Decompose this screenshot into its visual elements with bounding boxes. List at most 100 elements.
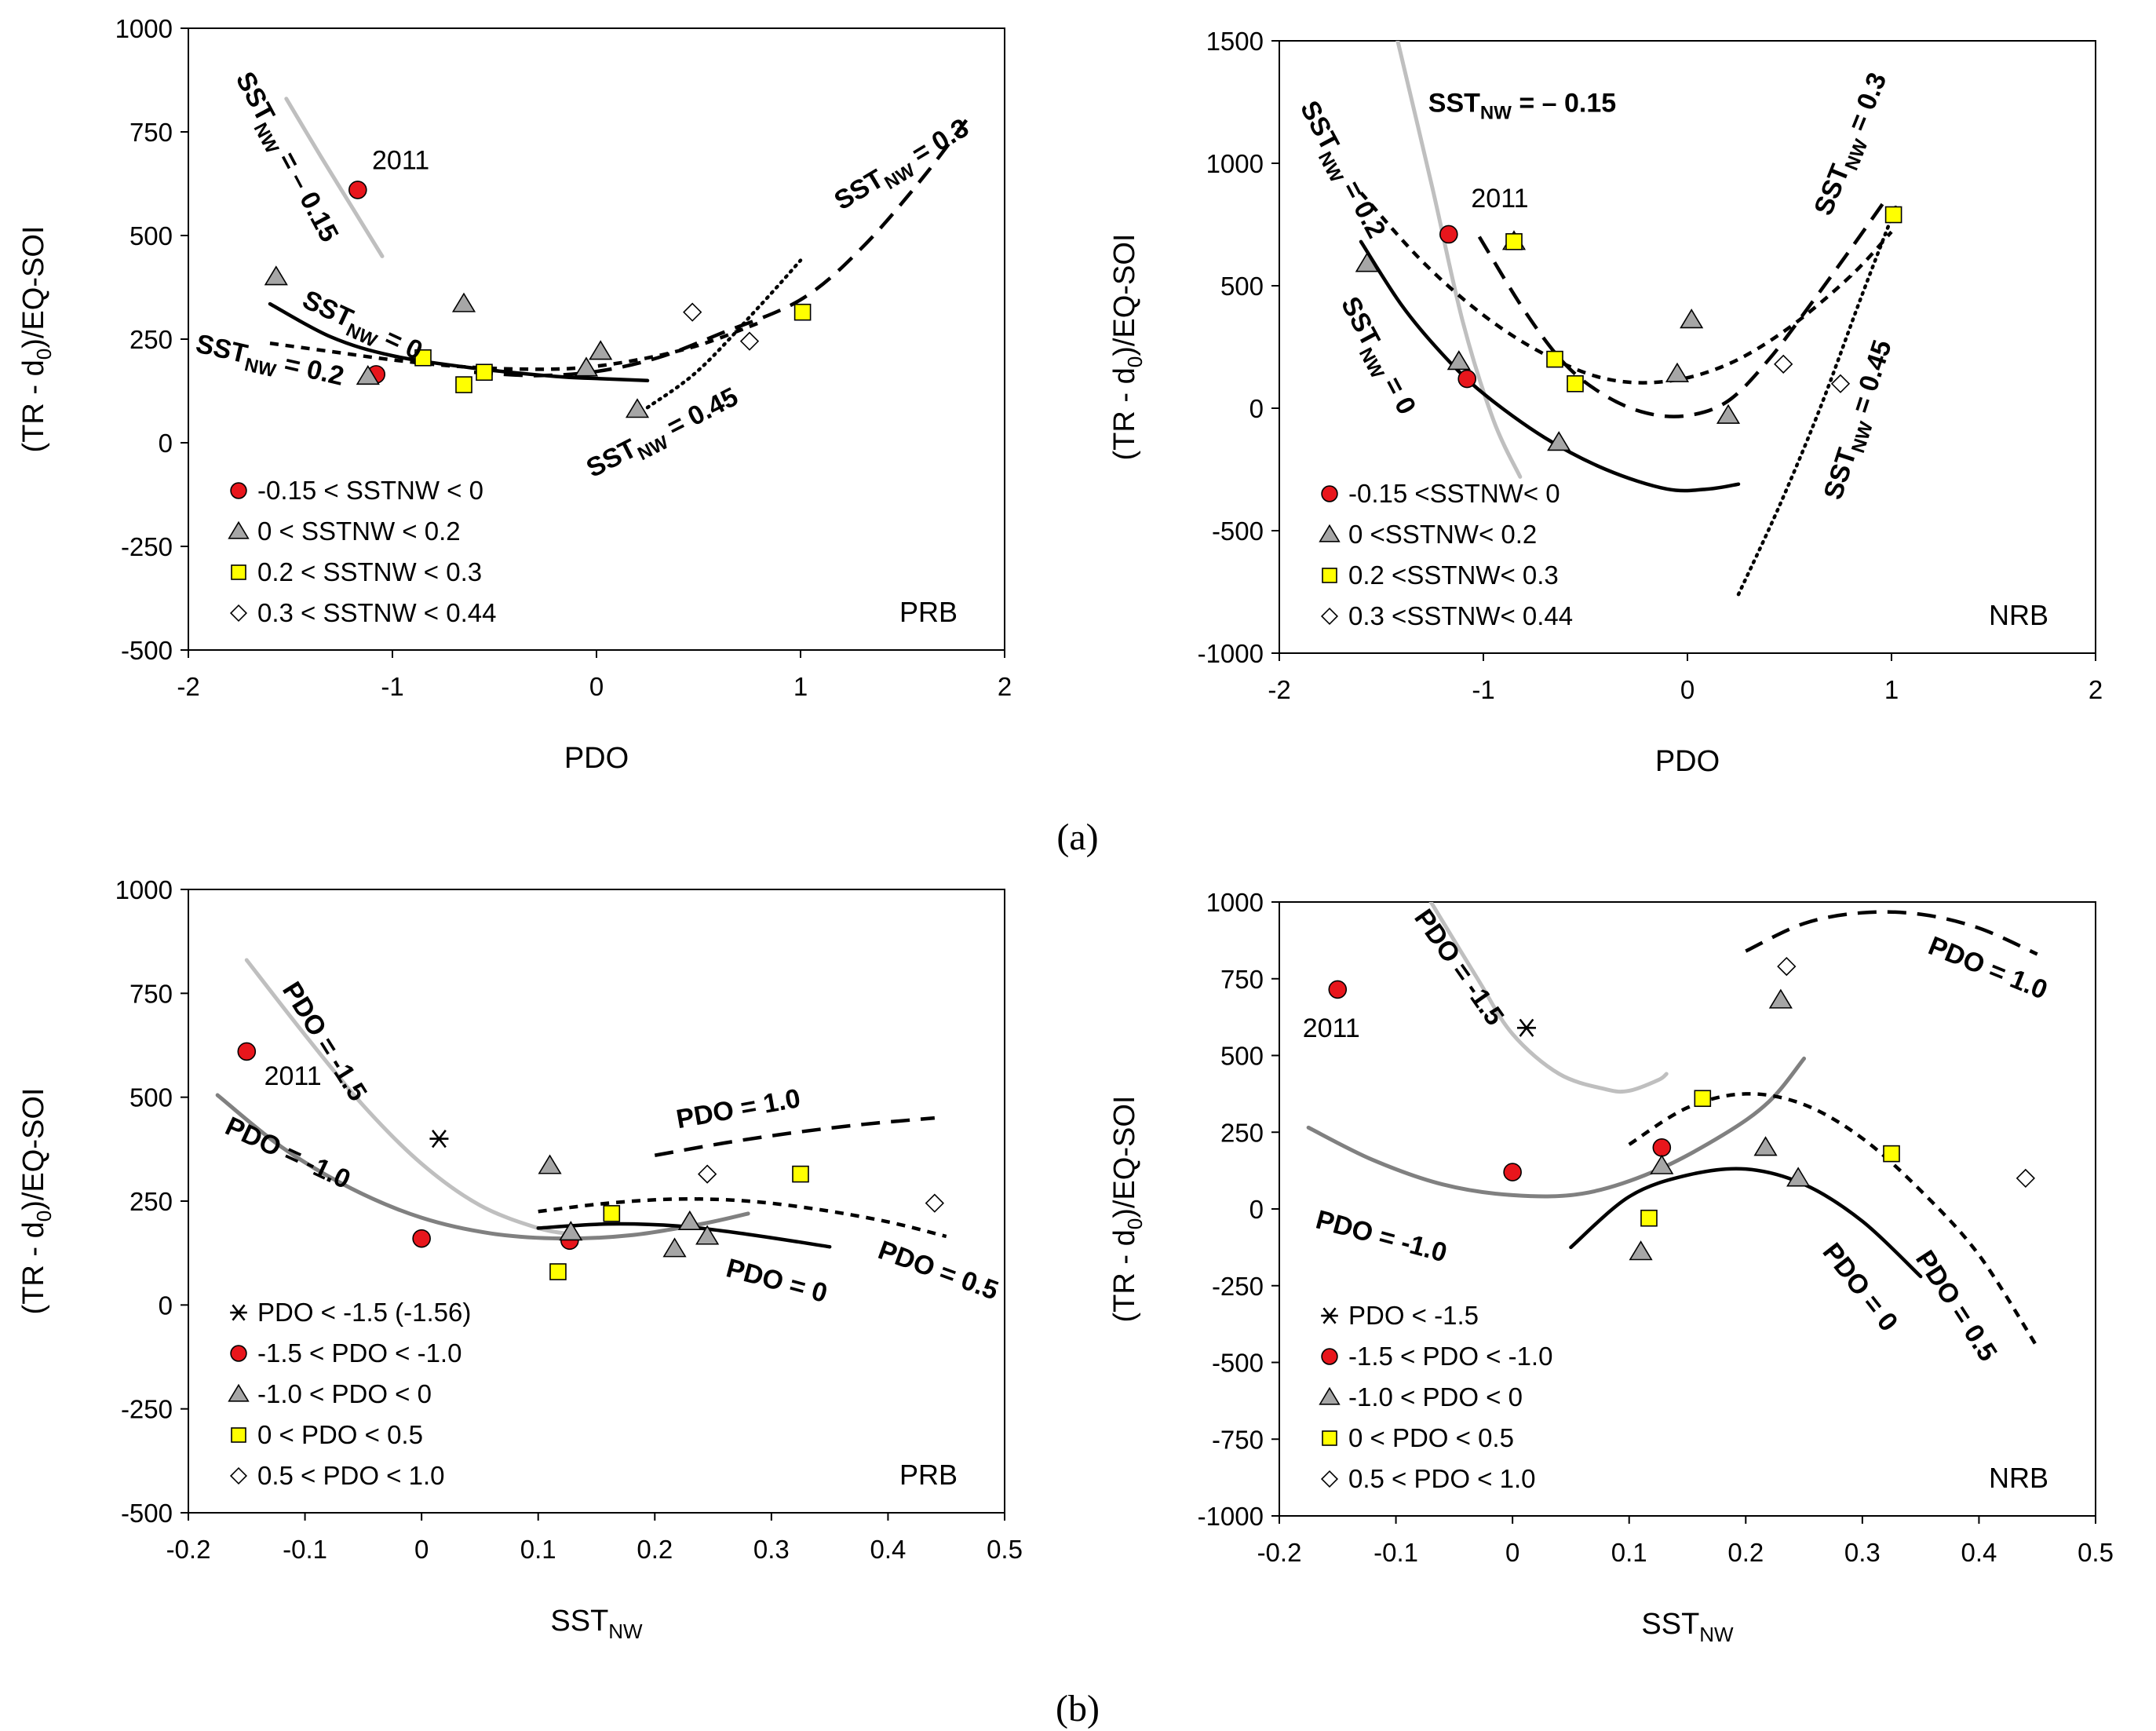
x-tick-label: 1 [793, 672, 808, 701]
basin-label: PRB [899, 1459, 958, 1491]
marker-circle [237, 1042, 257, 1061]
y-tick-label: 0 [159, 1291, 173, 1320]
legend-entry: 0.3 <SSTNW< 0.44 [1320, 601, 1573, 630]
y-axis-label: (TR - d0)/EQ-SOI [17, 1088, 56, 1315]
marker-square [231, 1427, 246, 1443]
marker-triangle [1753, 1136, 1778, 1156]
x-tick-label: 0.2 [1727, 1538, 1764, 1567]
x-tick-label: -1 [381, 672, 403, 701]
marker-star [1321, 1307, 1338, 1324]
marker-triangle [356, 364, 380, 385]
x-tick-label: 0.1 [1611, 1538, 1647, 1567]
curve-label: PDO = 1.0 [1924, 931, 2052, 1006]
plot-area [1355, 41, 1902, 597]
marker-square [414, 349, 432, 367]
curve-label: SSTNW = 0.45 [1818, 337, 1902, 506]
x-tick-label: 0 [589, 672, 604, 701]
y-tick-label: 1000 [115, 14, 173, 43]
curve-line [473, 114, 972, 378]
x-tick-label: -0.1 [283, 1535, 327, 1564]
marker-square [1567, 374, 1584, 393]
marker-triangle [1446, 350, 1471, 371]
chart-a-nrb: -1000 -500 0 500 1000 1500 -2 -1 0 1 2 PDO (TR - d0)… [1108, 27, 2103, 778]
chart-a-prb: -500 -250 0 250 500 750 1000 -2 -1 0 1 2 PDO (TR - d0… [17, 14, 1012, 775]
x-tick-label: 0.4 [870, 1535, 906, 1564]
y-tick-label: -500 [1212, 1349, 1264, 1378]
marker-diamond [2016, 1168, 2035, 1189]
x-tick-label: 0.5 [2078, 1538, 2114, 1567]
y-tick-label: 1000 [1206, 888, 1264, 917]
y-tick-label: 500 [130, 1083, 173, 1112]
legend-label: -0.15 <SSTNW< 0 [1348, 479, 1560, 508]
marker-circle [230, 482, 247, 499]
panel-label-a: (a) [1056, 816, 1098, 858]
marker-square [455, 376, 472, 393]
legend-entry: -1.5 < PDO < -1.0 [1321, 1342, 1552, 1371]
y-tick-label: 750 [1220, 965, 1264, 994]
y-tick-label: 1500 [1206, 27, 1264, 56]
y-tick-label: 0 [1249, 1195, 1264, 1224]
legend-label: 0.5 < PDO < 1.0 [1348, 1464, 1535, 1493]
x-tick-label: -0.1 [1373, 1538, 1418, 1567]
legend-entry: 0.2 <SSTNW< 0.3 [1322, 561, 1559, 590]
legend-entry: -1.5 < PDO < -1.0 [230, 1338, 461, 1368]
x-axis-label: SSTNW [1641, 1608, 1734, 1646]
x-tick-label: 0.5 [987, 1535, 1023, 1564]
curve-label: PDO = 0 [723, 1253, 830, 1309]
y-tick-label: -250 [121, 532, 173, 561]
curve-label: PDO = 0.5 [1910, 1245, 2003, 1367]
chart-b-prb: -500 -250 0 250 500 750 1000 -0.2 -0.1 0 0.1 0.2 0.3… [17, 875, 1023, 1643]
curve-line [1428, 902, 1669, 1094]
x-tick-label: -2 [177, 672, 199, 701]
curve-label: PDO = -1.5 [1408, 904, 1509, 1031]
y-tick-label: -1000 [1198, 1502, 1264, 1531]
marker-triangle [695, 1225, 720, 1245]
legend-label: 0.3 < SSTNW < 0.44 [257, 598, 496, 627]
x-tick-label: 2 [2089, 675, 2103, 704]
legend-label: PDO < -1.5 (-1.56) [257, 1298, 471, 1327]
marker-square [476, 363, 493, 382]
plot-area [1306, 902, 2039, 1349]
legend-entry: -0.15 <SSTNW< 0 [1321, 479, 1560, 508]
y-tick-label: 500 [1220, 1042, 1264, 1071]
curve-label: SSTNW = – 0.15 [1428, 88, 1616, 123]
curve-line [1736, 205, 1898, 597]
marker-triangle [228, 1383, 250, 1402]
marker-diamond [1320, 607, 1339, 626]
legend-label: -0.15 < SSTNW < 0 [257, 476, 483, 505]
marker-triangle [589, 340, 613, 360]
marker-square [1640, 1209, 1658, 1227]
legend-label: -1.5 < PDO < -1.0 [257, 1338, 461, 1368]
curve-line [1359, 191, 1893, 385]
legend-label: 0 < PDO < 0.5 [1348, 1423, 1514, 1452]
marker-square [1694, 1090, 1712, 1108]
y-axis-label: (TR - d0)/EQ-SOI [17, 226, 56, 453]
basin-label: NRB [1989, 1462, 2048, 1494]
marker-triangle [1355, 252, 1379, 272]
x-tick-label: 0.2 [637, 1535, 673, 1564]
x-tick-label: -2 [1268, 675, 1290, 704]
curve-line [1745, 910, 2038, 956]
legend-label: 0.5 < PDO < 1.0 [257, 1461, 444, 1490]
legend-entry: 0 < PDO < 0.5 [231, 1420, 423, 1449]
marker-triangle [662, 1237, 687, 1258]
marker-star [429, 1130, 449, 1149]
marker-circle [412, 1229, 431, 1248]
curve-label: PDO = -1.0 [221, 1111, 355, 1195]
marker-square [793, 303, 812, 321]
y-tick-label: -250 [1212, 1272, 1264, 1301]
marker-diamond [229, 1466, 248, 1485]
y-tick-label: -500 [121, 1499, 173, 1528]
marker-circle [1321, 1348, 1338, 1365]
y-axis-label: (TR - d0)/EQ-SOI [1108, 234, 1147, 461]
y-tick-label: 0 [1249, 394, 1264, 423]
marker-diamond [925, 1193, 944, 1213]
y-tick-label: 250 [130, 1187, 173, 1216]
curve-line [645, 258, 803, 410]
legend-entry: 0 <SSTNW< 0.2 [1319, 520, 1537, 549]
marker-star [1516, 1018, 1536, 1037]
basin-label: NRB [1989, 599, 2048, 631]
x-tick-label: -0.2 [166, 1535, 211, 1564]
marker-triangle [1547, 431, 1571, 451]
x-tick-label: -0.2 [1257, 1538, 1302, 1567]
